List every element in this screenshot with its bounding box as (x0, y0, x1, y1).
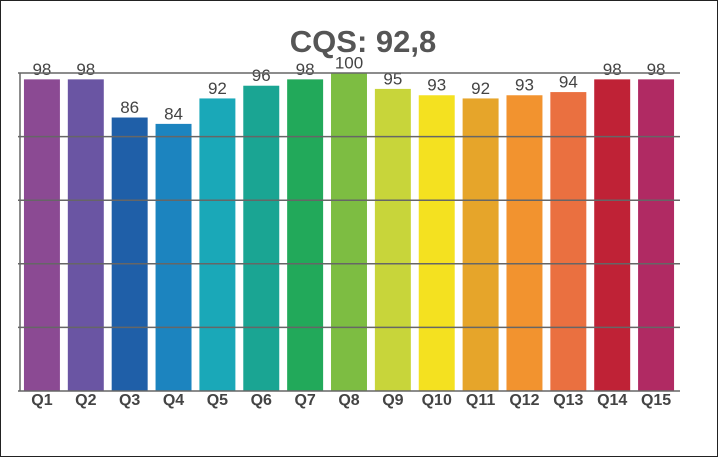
value-label: 96 (252, 66, 271, 85)
bar (418, 95, 455, 391)
bar (67, 79, 104, 392)
value-label: 92 (471, 79, 490, 98)
bar (243, 85, 280, 391)
bar (506, 95, 543, 391)
x-tick-label: Q4 (163, 392, 184, 409)
value-label: 86 (120, 98, 139, 117)
bar (594, 79, 631, 392)
bar (331, 73, 367, 391)
value-label: 98 (296, 60, 315, 79)
value-label: 100 (335, 53, 363, 72)
x-tick-label: Q13 (553, 392, 583, 409)
value-label: 98 (647, 60, 666, 79)
bar (199, 98, 236, 391)
bar (638, 79, 675, 392)
x-tick-label: Q1 (31, 392, 52, 409)
bar (550, 92, 587, 391)
value-label: 84 (164, 104, 183, 123)
x-tick-label: Q2 (75, 392, 96, 409)
value-label: 92 (208, 79, 227, 98)
bar (374, 88, 411, 392)
x-tick-label: Q15 (641, 392, 671, 409)
value-label: 98 (32, 60, 51, 79)
value-label: 93 (427, 76, 446, 95)
value-label: 94 (559, 73, 578, 92)
x-tick-label: Q8 (338, 392, 359, 409)
value-label: 95 (383, 69, 402, 88)
x-tick-label: Q9 (382, 392, 403, 409)
x-tick-label: Q11 (466, 392, 495, 409)
bar (111, 117, 148, 392)
chart-title: CQS: 92,8 (290, 24, 436, 59)
bar (23, 79, 60, 392)
value-label: 98 (76, 60, 95, 79)
bar (155, 123, 192, 391)
x-tick-label: Q12 (509, 392, 539, 409)
x-tick-label: Q3 (119, 392, 140, 409)
x-tick-label: Q7 (294, 392, 315, 409)
bar (462, 98, 499, 391)
value-label: 98 (603, 60, 622, 79)
x-tick-label: Q6 (251, 392, 272, 409)
x-tick-label: Q10 (422, 392, 452, 409)
bar (287, 79, 324, 392)
x-tick-label: Q5 (207, 392, 228, 409)
x-tick-label: Q14 (597, 392, 627, 409)
value-label: 93 (515, 76, 534, 95)
